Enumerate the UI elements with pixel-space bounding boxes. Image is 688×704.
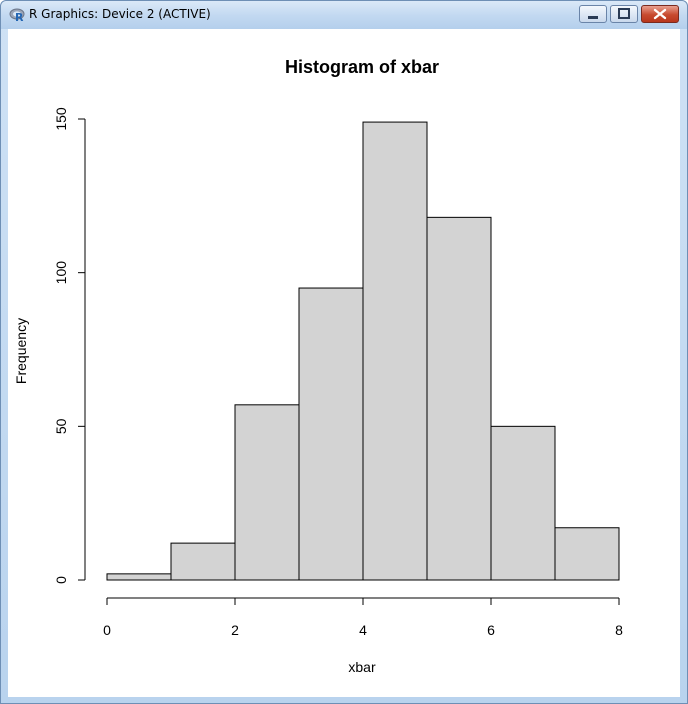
y-tick-label: 150: [53, 107, 69, 131]
r-logo-icon: R: [9, 8, 25, 23]
histogram-bar: [106, 573, 172, 581]
histogram-bar: [170, 542, 236, 581]
histogram-bar: [234, 404, 300, 581]
histogram-bar: [554, 527, 620, 581]
window-title: R Graphics: Device 2 (ACTIVE): [29, 7, 211, 21]
bars-group: [106, 121, 620, 581]
maximize-button[interactable]: [610, 5, 638, 23]
plot-area: Histogram of xbar xbar Frequency 0 2 4 6 8 0…: [8, 29, 680, 697]
minimize-icon: [588, 16, 598, 19]
minimize-button[interactable]: [579, 5, 607, 23]
x-tick-label: 0: [103, 622, 111, 638]
close-icon: [653, 8, 667, 20]
x-axis-label: xbar: [348, 659, 376, 675]
chart-title: Histogram of xbar: [285, 57, 439, 77]
x-tick-label: 4: [359, 622, 367, 638]
histogram-bar: [490, 425, 556, 581]
maximize-icon: [618, 8, 630, 19]
y-tick-label: 50: [53, 418, 69, 434]
histogram-bar: [298, 287, 364, 581]
y-axis: 0 50 100 150: [53, 107, 86, 584]
histogram-chart: Histogram of xbar xbar Frequency 0 2 4 6 8 0…: [13, 57, 623, 675]
y-tick-label: 100: [53, 261, 69, 285]
x-tick-label: 6: [487, 622, 495, 638]
title-bar[interactable]: R R Graphics: Device 2 (ACTIVE): [1, 1, 687, 29]
x-tick-label: 2: [231, 622, 239, 638]
close-button[interactable]: [641, 5, 679, 23]
x-axis: 0 2 4 6 8: [103, 597, 623, 638]
svg-text:R: R: [15, 11, 24, 23]
y-axis-label: Frequency: [13, 318, 29, 384]
y-tick-label: 0: [53, 576, 69, 584]
histogram-bar: [426, 216, 492, 581]
x-tick-label: 8: [615, 622, 623, 638]
histogram-bar: [362, 121, 428, 581]
